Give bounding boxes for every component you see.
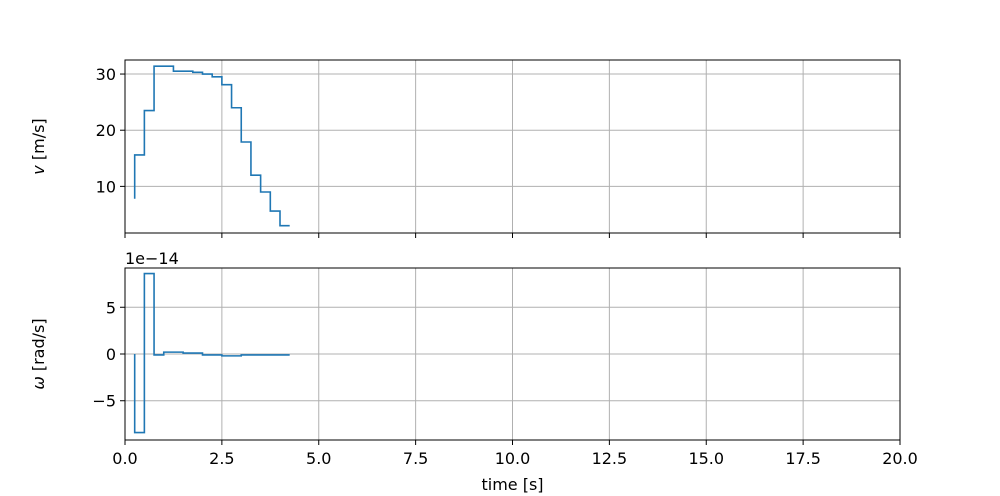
x-tick-label: 12.5 (592, 449, 628, 468)
x-tick-label: 20.0 (882, 449, 918, 468)
data-series-line (133, 272, 290, 434)
x-tick-label: 7.5 (403, 449, 428, 468)
y-tick-label: 0 (106, 345, 116, 364)
y-tick-label: 5 (106, 298, 116, 317)
x-axis-label: time [s] (481, 475, 543, 494)
y-axis-label: ω [rad/s] (29, 318, 48, 389)
y-axis-label-symbol: v (29, 165, 48, 175)
y-tick-label: −5 (92, 392, 116, 411)
data-series-line (133, 65, 290, 227)
y-axis-label-unit: [rad/s] (29, 318, 48, 376)
x-tick-label: 5.0 (306, 449, 331, 468)
x-tick-label: 17.5 (785, 449, 821, 468)
angular-velocity-panel: 0.0 2.5 5.0 7.5 10.0 12.5 15.0 17.5 20.0 −5 0 5 1e−1… (29, 249, 918, 494)
y-tick-label: 30 (96, 65, 116, 84)
x-tick-label: 15.0 (688, 449, 724, 468)
x-tick-label: 0.0 (112, 449, 137, 468)
y-tick-label: 20 (96, 121, 116, 140)
velocity-panel: 10 20 30 v [m/s] (29, 59, 901, 238)
y-tick-label: 10 (96, 177, 116, 196)
y-axis-label-symbol: ω (29, 376, 48, 389)
y-axis-label-unit: [m/s] (29, 118, 48, 165)
y-offset-label: 1e−14 (125, 249, 179, 268)
x-tick-label: 2.5 (209, 449, 234, 468)
x-tick-label: 10.0 (495, 449, 531, 468)
y-axis-label: v [m/s] (29, 118, 48, 174)
